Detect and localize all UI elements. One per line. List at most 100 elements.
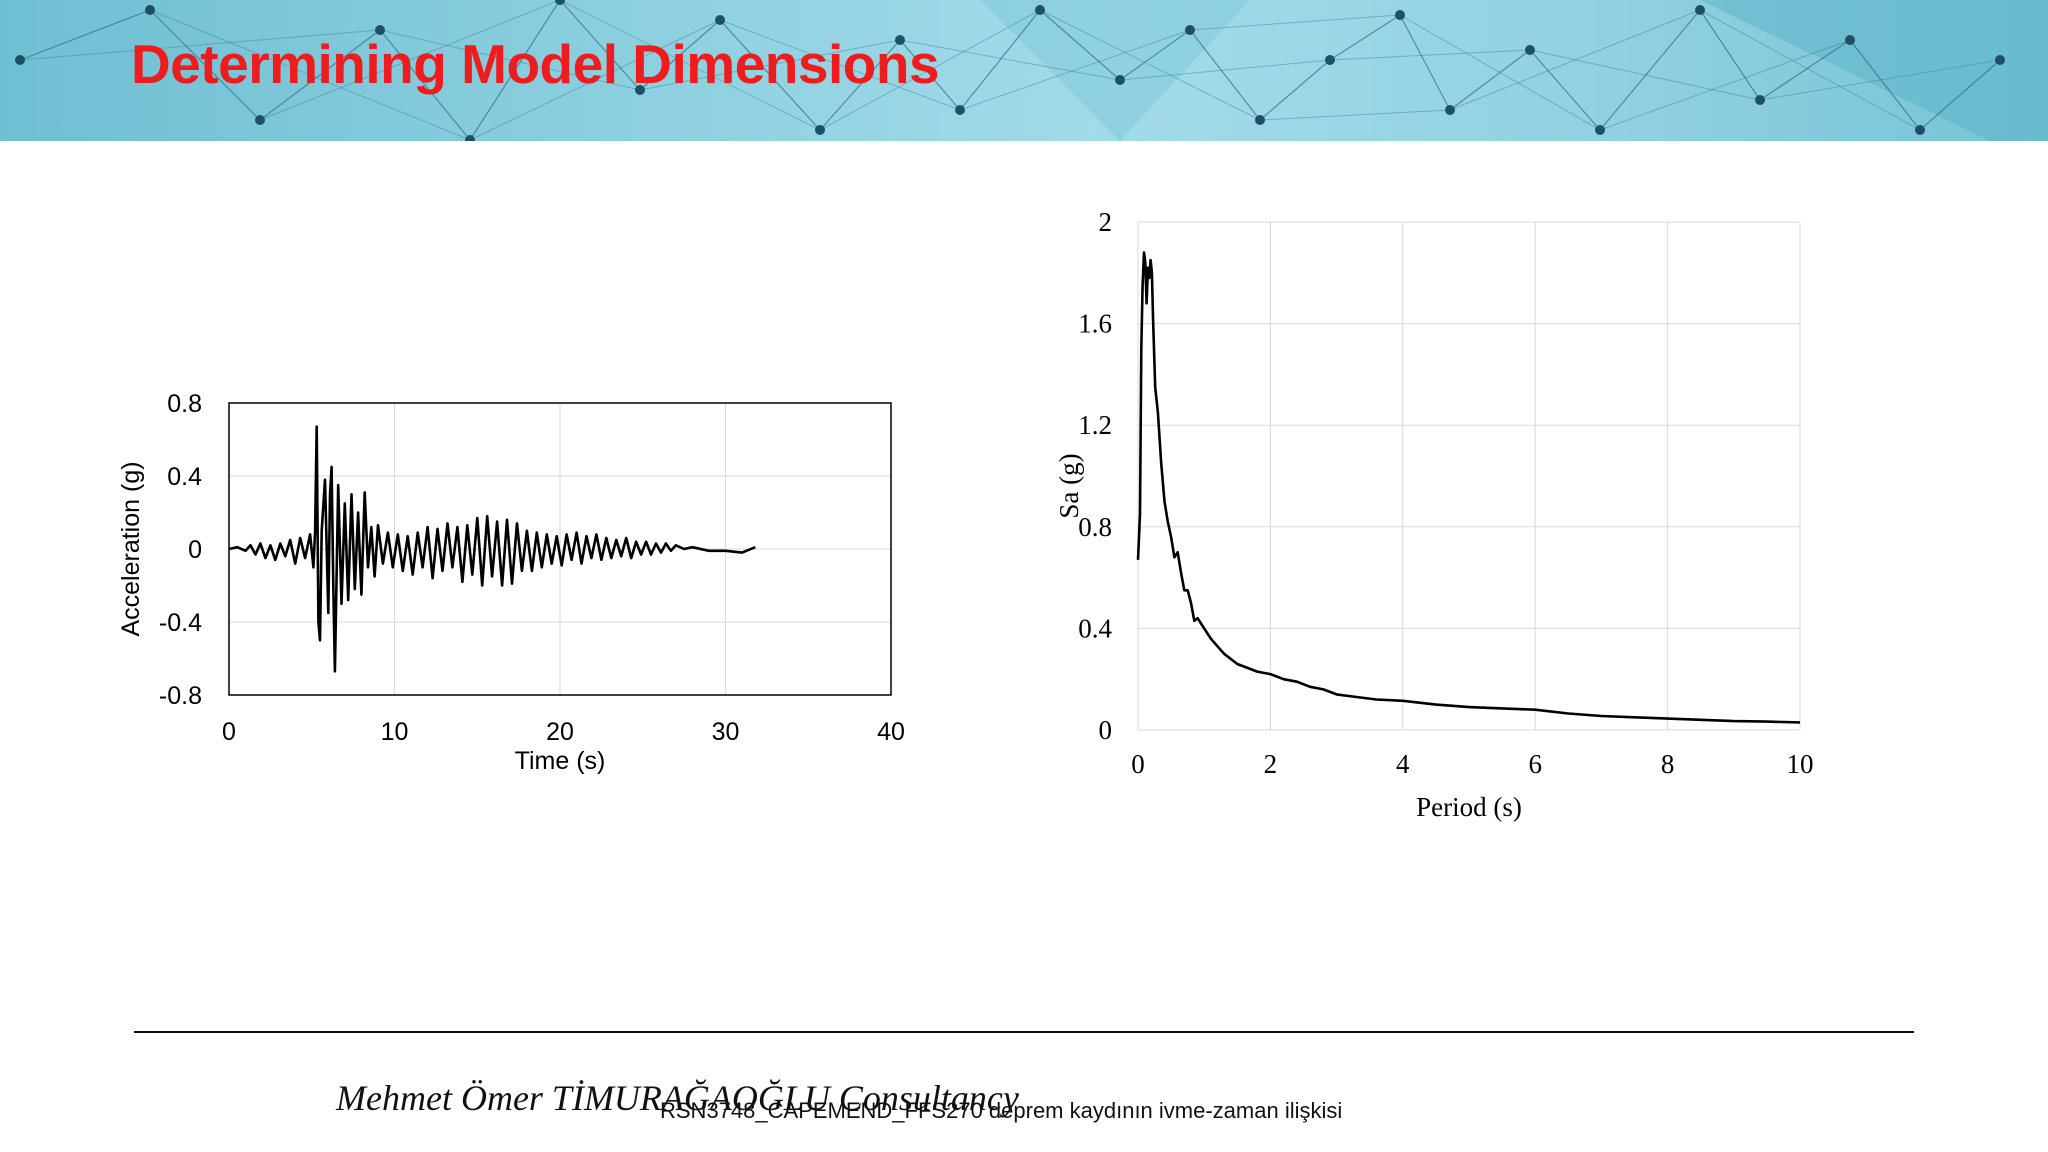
banner-link	[1849, 39, 1921, 131]
x-tick-label: 8	[1661, 749, 1675, 779]
banner-node	[1525, 45, 1535, 55]
banner-link	[1599, 9, 1701, 131]
y-tick-label: 0.8	[167, 390, 202, 418]
banner-node	[1445, 105, 1455, 115]
banner-link	[19, 9, 151, 61]
x-axis-label: Period (s)	[1416, 792, 1522, 822]
banner-node	[715, 15, 725, 25]
x-tick-label: 30	[712, 718, 740, 746]
banner-link	[149, 9, 261, 121]
y-tick-label: -0.4	[159, 609, 202, 637]
banner-link	[1119, 59, 1331, 81]
y-axis-label: Acceleration (g)	[117, 461, 145, 636]
banner-link	[559, 0, 821, 131]
y-tick-label: 0	[1099, 715, 1113, 745]
banner-node	[15, 55, 25, 65]
banner-node	[1995, 55, 2005, 65]
banner-link	[379, 29, 471, 141]
banner-link	[1759, 59, 2001, 101]
banner-link	[559, 0, 641, 91]
banner-link	[259, 0, 561, 121]
banner-node	[1695, 5, 1705, 15]
banner-link	[149, 9, 471, 141]
banner-link	[899, 39, 961, 111]
banner-node	[635, 85, 645, 95]
banner-node	[815, 125, 825, 135]
banner-link	[1039, 9, 1261, 121]
y-tick-label: 1.2	[1078, 410, 1112, 440]
banner-link	[639, 39, 901, 91]
banner-link	[379, 29, 641, 91]
banner-node	[1915, 125, 1925, 135]
figure-caption: RSN3748_CAPEMEND_FFS270 deprem kaydının …	[660, 1098, 1343, 1123]
title-banner	[0, 0, 2048, 141]
banner-link	[819, 39, 901, 131]
x-tick-label: 20	[546, 718, 574, 746]
banner-link	[1259, 59, 1331, 121]
x-tick-label: 0	[222, 718, 236, 746]
footer-divider	[134, 1031, 1914, 1033]
y-tick-label: 0.8	[1078, 512, 1112, 542]
y-axis-label: Sa (g)	[1054, 453, 1084, 518]
spectrum-series-line	[1136, 251, 1801, 724]
y-tick-label: 1.6	[1078, 309, 1112, 339]
x-tick-label: 40	[877, 718, 905, 746]
y-tick-label: 0	[188, 536, 202, 564]
banner-node	[465, 135, 475, 141]
response-spectrum-chart: 0 2 4 6 8 10 0 0.4 0.8 1.2 1.6 2 Period (s) Sa (g)	[1054, 207, 1814, 822]
banner-link	[1699, 9, 1921, 131]
slide-title: Determining Model Dimensions	[131, 33, 940, 95]
x-tick-label: 0	[1131, 749, 1145, 779]
banner-node	[375, 25, 385, 35]
banner-link	[1449, 9, 1701, 111]
banner-link	[1529, 49, 1761, 101]
banner-link	[1329, 14, 1401, 61]
banner-link	[1189, 29, 1261, 121]
x-axis-label: Time (s)	[515, 747, 606, 775]
y-tick-label: 2	[1099, 207, 1113, 237]
banner-link	[19, 29, 381, 61]
banner-node	[1185, 25, 1195, 35]
banner-node	[895, 35, 905, 45]
banner-link	[959, 29, 1191, 111]
x-tick-label: 2	[1264, 749, 1278, 779]
banner-node	[1845, 35, 1855, 45]
banner-node	[1595, 125, 1605, 135]
banner-link	[959, 9, 1041, 111]
banner-link	[1399, 14, 1451, 111]
banner-link	[719, 19, 961, 111]
x-tick-label: 4	[1396, 749, 1410, 779]
banner-link	[1039, 9, 1121, 81]
banner-link	[819, 9, 1041, 131]
y-tick-label: 0.4	[1078, 613, 1112, 643]
banner-link	[469, 0, 561, 141]
banner-node	[1035, 5, 1045, 15]
banner-link	[1699, 9, 1761, 101]
x-tick-label: 10	[1787, 749, 1814, 779]
banner-node	[1325, 55, 1335, 65]
banner-node	[255, 115, 265, 125]
banner-link	[1329, 49, 1531, 61]
acceleration-series-line	[228, 425, 756, 673]
banner-node	[955, 105, 965, 115]
banner-node	[1255, 115, 1265, 125]
banner-link	[259, 29, 381, 121]
banner-link	[639, 19, 721, 91]
y-tick-label: -0.8	[159, 682, 202, 710]
banner-link	[1119, 29, 1191, 81]
banner-link	[899, 39, 1121, 81]
banner-node	[1395, 10, 1405, 20]
banner-node	[555, 0, 565, 5]
banner-link	[1599, 39, 1851, 131]
banner-link	[1919, 59, 2001, 131]
network-pattern-decoration	[15, 0, 2048, 141]
banner-link	[719, 19, 821, 131]
banner-link	[469, 19, 721, 141]
banner-link	[1449, 49, 1531, 111]
x-tick-label: 10	[381, 718, 409, 746]
banner-link	[1529, 49, 1601, 131]
banner-node	[1115, 75, 1125, 85]
y-tick-label: 0.4	[167, 463, 202, 491]
x-tick-label: 6	[1528, 749, 1542, 779]
banner-link	[1759, 39, 1851, 101]
